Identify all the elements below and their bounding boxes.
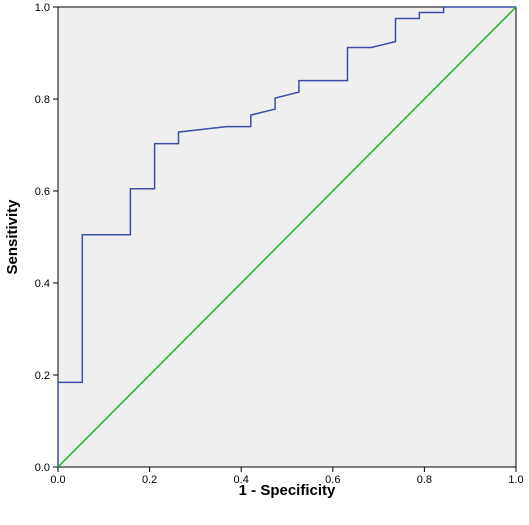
series-layer — [57, 6, 517, 468]
roc-curve-line — [57, 6, 516, 467]
x-tick-label: 0.2 — [142, 474, 157, 486]
x-tick-label: 0.8 — [417, 474, 432, 486]
y-tick-label: 0.0 — [35, 462, 50, 474]
x-tick-label: 0.4 — [234, 474, 249, 486]
y-axis-title: Sensitivity — [4, 199, 21, 275]
y-tick-label: 0.6 — [35, 186, 50, 198]
x-tick-label: 0.0 — [50, 474, 65, 486]
y-axis-ticks: 0.0 0.2 0.4 0.6 0.8 1.0 — [35, 2, 58, 474]
x-axis-title: 1 - Specificity — [239, 482, 336, 499]
x-axis-ticks: 0.0 0.2 0.4 0.6 0.8 1.0 — [50, 467, 524, 486]
reference-diagonal-line — [57, 6, 517, 468]
y-tick-label: 0.4 — [35, 278, 50, 290]
y-tick-label: 0.8 — [35, 94, 50, 106]
y-tick-label: 1.0 — [35, 2, 50, 14]
x-tick-label: 0.6 — [325, 474, 340, 486]
y-tick-label: 0.2 — [35, 370, 50, 382]
x-tick-label: 1.0 — [508, 474, 523, 486]
